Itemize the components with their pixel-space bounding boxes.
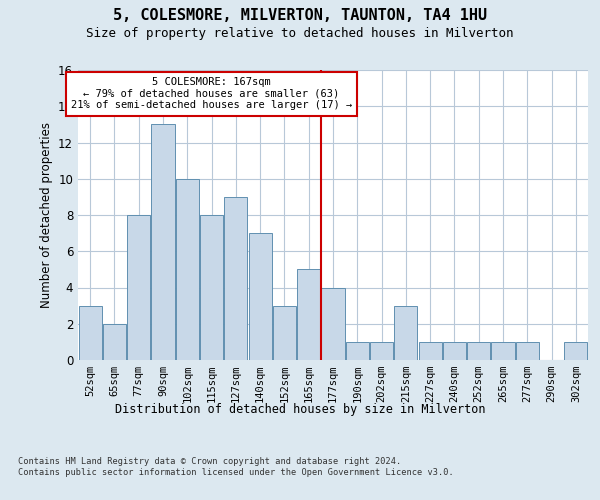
- Text: 5 COLESMORE: 167sqm
← 79% of detached houses are smaller (63)
21% of semi-detach: 5 COLESMORE: 167sqm ← 79% of detached ho…: [71, 77, 352, 110]
- Bar: [346, 342, 369, 360]
- Bar: [103, 324, 126, 360]
- Text: Contains HM Land Registry data © Crown copyright and database right 2024.
Contai: Contains HM Land Registry data © Crown c…: [18, 458, 454, 477]
- Bar: [176, 179, 199, 360]
- Bar: [467, 342, 490, 360]
- Bar: [322, 288, 344, 360]
- Bar: [224, 197, 247, 360]
- Bar: [443, 342, 466, 360]
- Bar: [394, 306, 418, 360]
- Bar: [419, 342, 442, 360]
- Text: Distribution of detached houses by size in Milverton: Distribution of detached houses by size …: [115, 402, 485, 415]
- Bar: [200, 215, 223, 360]
- Bar: [565, 342, 587, 360]
- Bar: [516, 342, 539, 360]
- Bar: [370, 342, 393, 360]
- Bar: [127, 215, 150, 360]
- Bar: [151, 124, 175, 360]
- Bar: [491, 342, 515, 360]
- Text: 5, COLESMORE, MILVERTON, TAUNTON, TA4 1HU: 5, COLESMORE, MILVERTON, TAUNTON, TA4 1H…: [113, 8, 487, 22]
- Y-axis label: Number of detached properties: Number of detached properties: [40, 122, 53, 308]
- Bar: [79, 306, 101, 360]
- Text: Size of property relative to detached houses in Milverton: Size of property relative to detached ho…: [86, 28, 514, 40]
- Bar: [273, 306, 296, 360]
- Bar: [297, 270, 320, 360]
- Bar: [248, 233, 272, 360]
